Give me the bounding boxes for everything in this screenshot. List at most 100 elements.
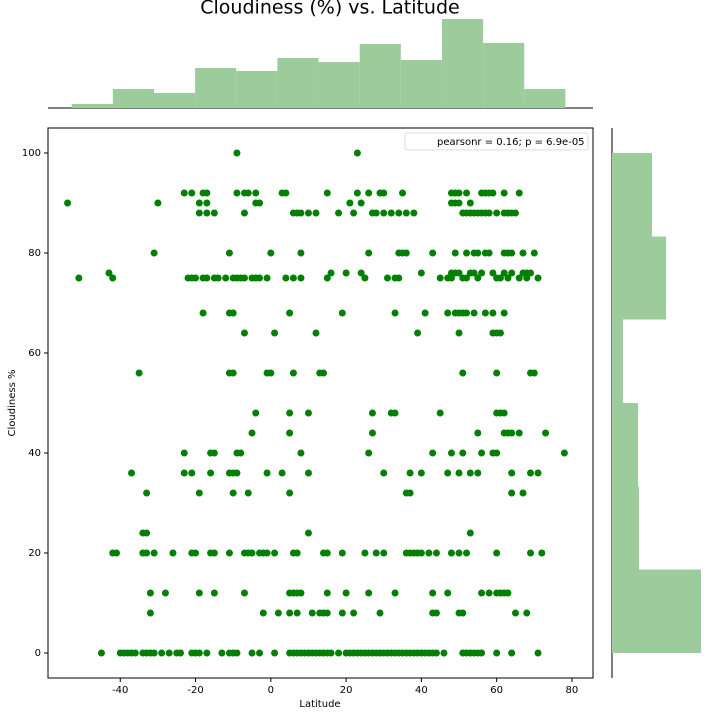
y-tick-label: 80: [28, 248, 41, 259]
point: [304, 409, 312, 417]
point: [256, 649, 264, 657]
point: [542, 429, 550, 437]
point: [365, 589, 373, 597]
x-tick-label: 20: [340, 685, 353, 696]
point: [195, 649, 203, 657]
point: [180, 189, 188, 197]
point: [150, 549, 158, 557]
point: [203, 189, 211, 197]
point: [527, 549, 535, 557]
point: [496, 329, 504, 337]
point: [229, 309, 237, 317]
point: [289, 274, 297, 282]
point: [357, 269, 365, 277]
point: [293, 549, 301, 557]
point: [493, 649, 501, 657]
point: [323, 274, 331, 282]
point: [342, 589, 350, 597]
point: [165, 649, 173, 657]
point: [229, 489, 237, 497]
point: [504, 589, 512, 597]
point: [210, 449, 218, 457]
point: [233, 449, 241, 457]
point: [515, 429, 523, 437]
point: [327, 649, 335, 657]
point: [406, 469, 414, 477]
point: [436, 409, 444, 417]
point: [466, 469, 474, 477]
point: [150, 249, 158, 257]
point: [252, 409, 260, 417]
point: [511, 209, 519, 217]
point: [402, 249, 410, 257]
hist-bar: [318, 62, 360, 108]
point: [286, 489, 294, 497]
point: [271, 329, 279, 337]
point: [463, 549, 471, 557]
hist-bar: [612, 486, 639, 570]
point: [444, 469, 452, 477]
point: [195, 489, 203, 497]
point: [380, 209, 388, 217]
point: [466, 199, 474, 207]
point: [463, 309, 471, 317]
point: [455, 549, 463, 557]
point: [523, 609, 531, 617]
point: [207, 469, 215, 477]
point: [158, 649, 166, 657]
point: [493, 209, 501, 217]
point: [350, 209, 358, 217]
y-tick-label: 100: [22, 148, 41, 159]
hist-bar: [612, 319, 623, 403]
point: [489, 189, 497, 197]
point: [380, 549, 388, 557]
point: [195, 199, 203, 207]
point: [259, 609, 267, 617]
point: [410, 209, 418, 217]
point: [485, 249, 493, 257]
point: [323, 189, 331, 197]
point: [508, 649, 516, 657]
point: [463, 274, 471, 282]
plot-frame: [47, 127, 594, 679]
point: [297, 209, 305, 217]
point: [252, 189, 260, 197]
point: [263, 469, 271, 477]
point: [421, 309, 429, 317]
hist-bar: [236, 71, 278, 108]
point: [64, 199, 72, 207]
point: [176, 649, 184, 657]
point: [455, 469, 463, 477]
point: [338, 309, 346, 317]
point: [485, 589, 493, 597]
point: [297, 249, 305, 257]
point: [271, 649, 279, 657]
y-axis-label: Cloudiness %: [7, 370, 18, 437]
point: [256, 199, 264, 207]
point: [417, 549, 425, 557]
x-tick-label: 60: [490, 685, 503, 696]
point: [312, 209, 320, 217]
point: [304, 209, 312, 217]
point: [500, 269, 508, 277]
point: [113, 549, 121, 557]
point: [233, 149, 241, 157]
point: [248, 649, 256, 657]
point: [146, 589, 154, 597]
point: [414, 329, 422, 337]
point: [203, 274, 211, 282]
y-tick-label: 40: [28, 448, 41, 459]
point: [195, 209, 203, 217]
hist-bar: [483, 43, 525, 108]
point: [440, 649, 448, 657]
point: [500, 309, 508, 317]
point: [297, 589, 305, 597]
point: [534, 274, 542, 282]
point: [463, 189, 471, 197]
point: [459, 449, 467, 457]
hist-bar: [359, 44, 401, 108]
point: [248, 429, 256, 437]
point: [143, 489, 151, 497]
